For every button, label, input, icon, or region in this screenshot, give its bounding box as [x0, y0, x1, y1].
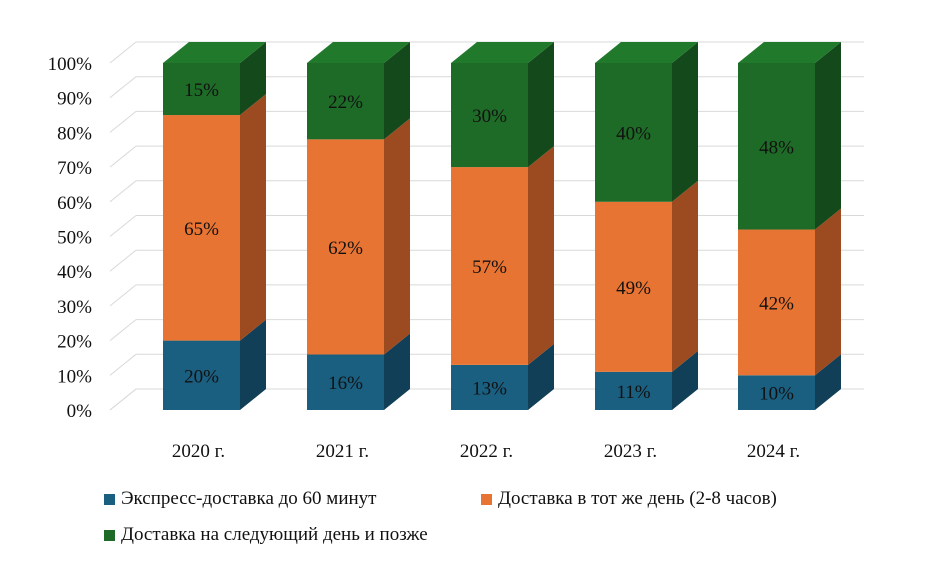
legend-label-express: Экспресс-доставка до 60 минут	[121, 488, 377, 509]
legend-label-same-day: Доставка в тот же день (2-8 часов)	[498, 488, 777, 509]
bar-side	[384, 42, 410, 140]
bar-segment	[595, 371, 672, 410]
x-tick-label: 2024 г.	[747, 441, 800, 462]
bar-side	[815, 42, 841, 230]
bar-side	[384, 118, 410, 355]
data-label: 42%	[759, 293, 794, 314]
bar-side	[815, 208, 841, 376]
bar-segment	[163, 63, 240, 116]
bar-segment	[451, 364, 528, 410]
y-tick-label: 0%	[67, 401, 93, 422]
bar-top	[163, 42, 266, 63]
bar-segment	[595, 201, 672, 372]
data-label: 65%	[184, 219, 219, 240]
data-label: 48%	[759, 137, 794, 158]
legend-item-express: Экспресс-доставка до 60 минут	[104, 488, 376, 510]
bar-top	[451, 42, 554, 63]
y-tick-label: 80%	[57, 123, 92, 144]
bar-side	[672, 42, 698, 202]
gridline-depth	[109, 284, 137, 307]
legend-item-next-day: Доставка на следующий день и позже	[104, 524, 428, 546]
legend-label-next-day: Доставка на следующий день и позже	[121, 524, 428, 545]
bar-side	[815, 354, 841, 410]
bar-segment	[307, 139, 384, 355]
legend-swatch-express	[104, 493, 115, 505]
data-label: 30%	[472, 106, 507, 127]
data-label: 40%	[616, 123, 651, 144]
x-tick-label: 2023 г.	[604, 441, 657, 462]
x-tick-label: 2021 г.	[316, 441, 369, 462]
gridline-depth	[109, 145, 137, 168]
y-tick-label: 20%	[57, 332, 92, 353]
data-label: 10%	[759, 384, 794, 405]
bar-segment	[163, 340, 240, 410]
gridline-depth	[109, 215, 137, 237]
data-label: 62%	[328, 238, 363, 259]
y-tick-label: 100%	[48, 54, 93, 75]
data-label: 16%	[328, 373, 363, 394]
bar-top	[307, 42, 410, 63]
bar-side	[240, 319, 266, 410]
bar-side	[528, 343, 554, 410]
data-label: 20%	[184, 366, 219, 387]
bar-segment	[738, 63, 815, 230]
bar-side	[240, 94, 266, 341]
bar-side	[528, 146, 554, 365]
bar-top	[595, 42, 698, 63]
chart-plot: 0% 10% 20% 30% 40% 50% 60% 70% 80% 90% 100% 20% 65% 1…	[48, 41, 864, 462]
legend-swatch-same-day	[481, 493, 492, 505]
bar-side	[528, 42, 554, 168]
bar-top	[738, 42, 841, 63]
gridline-depth	[109, 319, 137, 341]
bar-segment	[451, 63, 528, 168]
y-tick-label: 50%	[57, 228, 92, 249]
data-label: 15%	[184, 80, 219, 101]
bar-segment	[738, 375, 815, 410]
chart: 0% 10% 20% 30% 40% 50% 60% 70% 80% 90% 100% 20% 65% 1…	[48, 41, 864, 462]
y-tick-label: 10%	[57, 366, 92, 387]
bar-side	[672, 350, 698, 410]
gridline-depth	[109, 41, 137, 64]
bar-segment	[595, 63, 672, 202]
gridline-depth	[109, 76, 137, 99]
gridline-depth	[109, 249, 137, 272]
gridline-depth	[109, 180, 137, 203]
data-label: 11%	[616, 382, 650, 403]
x-tick-label: 2022 г.	[460, 441, 513, 462]
gridline-depth	[109, 111, 137, 133]
y-tick-label: 60%	[57, 193, 92, 214]
gridline-depth	[109, 353, 137, 376]
bar-segment	[738, 229, 815, 376]
bar-side	[672, 180, 698, 372]
y-tick-label: 90%	[57, 89, 92, 110]
bar-side	[384, 333, 410, 410]
bar-segment	[307, 354, 384, 410]
data-label: 13%	[472, 378, 507, 399]
bar-segment	[163, 115, 240, 341]
y-tick-label: 40%	[57, 262, 92, 283]
bar-segment	[307, 63, 384, 140]
y-tick-label: 30%	[57, 297, 92, 318]
data-label: 49%	[616, 278, 651, 299]
x-tick-label: 2020 г.	[172, 441, 225, 462]
bar-segment	[451, 167, 528, 365]
data-label: 57%	[472, 257, 507, 278]
y-tick-label: 70%	[57, 158, 92, 179]
legend-swatch-next-day	[104, 529, 115, 541]
chart-legend: Экспресс-доставка до 60 минут Доставка в…	[0, 478, 945, 562]
data-label: 22%	[328, 92, 363, 113]
legend-item-same-day: Доставка в тот же день (2-8 часов)	[481, 488, 777, 510]
bar-side	[240, 42, 266, 116]
